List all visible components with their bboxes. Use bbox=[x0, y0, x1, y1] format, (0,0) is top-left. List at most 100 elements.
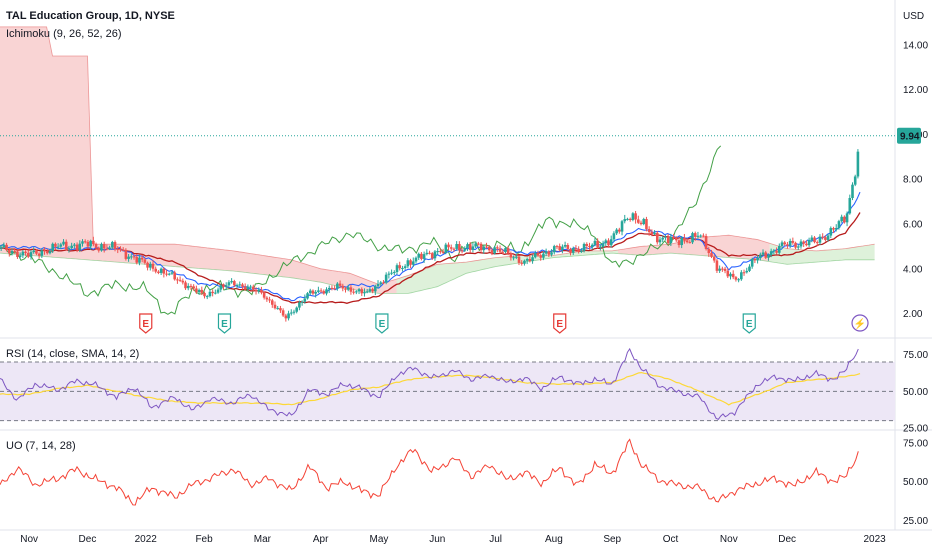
earnings-marker[interactable]: E bbox=[742, 313, 756, 334]
candle-body bbox=[485, 246, 488, 248]
candle-body bbox=[384, 274, 388, 283]
candle-body bbox=[677, 240, 681, 246]
candle-body bbox=[628, 218, 632, 220]
candle-body bbox=[552, 246, 556, 253]
candle-body bbox=[696, 235, 700, 237]
candle-body bbox=[233, 281, 236, 286]
candle-body bbox=[116, 249, 120, 251]
candle-body bbox=[173, 272, 176, 280]
candle-body bbox=[650, 232, 654, 235]
candle-body bbox=[420, 253, 423, 259]
candle-body bbox=[536, 253, 540, 256]
candle-body bbox=[458, 244, 461, 251]
candle-body bbox=[642, 218, 646, 225]
candle-body bbox=[737, 279, 740, 281]
candle-body bbox=[317, 290, 320, 292]
candle-body bbox=[463, 248, 467, 251]
earnings-marker[interactable]: E bbox=[553, 313, 567, 334]
candle-body bbox=[539, 255, 543, 258]
candle-body bbox=[487, 246, 491, 251]
candle-body bbox=[355, 291, 358, 293]
candle-body bbox=[542, 253, 545, 258]
candle-body bbox=[311, 290, 315, 294]
candle-body bbox=[371, 289, 374, 292]
candle-body bbox=[479, 243, 483, 251]
candle-body bbox=[658, 239, 662, 243]
earnings-marker[interactable]: E bbox=[375, 313, 389, 334]
candle-body bbox=[444, 244, 448, 253]
candle-body bbox=[712, 256, 716, 261]
candle-body bbox=[631, 213, 635, 220]
candle-body bbox=[672, 236, 675, 238]
candle-body bbox=[496, 247, 499, 249]
dividend-badge bbox=[851, 314, 869, 332]
candle-body bbox=[387, 273, 391, 275]
last-price-badge[interactable] bbox=[897, 127, 921, 144]
candle-body bbox=[376, 283, 380, 287]
candle-body bbox=[683, 237, 686, 241]
candle-body bbox=[363, 292, 366, 294]
candle-body bbox=[62, 241, 65, 245]
chikou-span-line bbox=[0, 145, 722, 315]
candle-body bbox=[702, 235, 705, 237]
candle-body bbox=[452, 248, 456, 250]
candle-body bbox=[688, 242, 692, 244]
candle-body bbox=[680, 237, 683, 246]
candle-body bbox=[235, 284, 239, 286]
earnings-marker[interactable]: E bbox=[139, 313, 153, 334]
candle-body bbox=[796, 246, 800, 248]
candle-body bbox=[772, 250, 776, 252]
uo-legend[interactable]: UO (7, 14, 28) bbox=[6, 440, 76, 452]
candle-body bbox=[699, 235, 702, 237]
ichimoku-legend[interactable]: Ichimoku (9, 26, 52, 26) bbox=[6, 28, 122, 40]
candle-body bbox=[666, 236, 670, 244]
candle-body bbox=[794, 242, 797, 248]
rsi-legend[interactable]: RSI (14, close, SMA, 14, 2) bbox=[6, 348, 140, 360]
earnings-marker[interactable]: E bbox=[217, 313, 232, 334]
uo-tick-label: 75.00 bbox=[903, 438, 928, 449]
rsi-tick-label: 75.00 bbox=[903, 350, 928, 361]
candle-body bbox=[119, 249, 122, 251]
earnings-marker-label: ⚡ bbox=[854, 317, 866, 330]
time-axis-label: Dec bbox=[79, 534, 97, 545]
candle-body bbox=[83, 241, 87, 243]
candle-body bbox=[436, 251, 439, 253]
candle-body bbox=[834, 228, 838, 230]
candle-body bbox=[769, 251, 773, 256]
time-axis-label: Dec bbox=[778, 534, 796, 545]
candle-body bbox=[604, 240, 608, 244]
candle-body bbox=[561, 246, 564, 251]
candle-body bbox=[734, 277, 738, 280]
time-axis-label: Nov bbox=[20, 534, 38, 545]
candle-body bbox=[319, 290, 323, 292]
candle-body bbox=[5, 244, 8, 251]
candle-body bbox=[357, 289, 361, 292]
candle-body bbox=[67, 248, 71, 250]
candle-body bbox=[574, 248, 578, 250]
candle-body bbox=[257, 289, 261, 292]
candle-body bbox=[382, 282, 385, 284]
dividend-marker[interactable]: ⚡ bbox=[851, 314, 869, 332]
candle-body bbox=[390, 272, 393, 274]
candle-body bbox=[512, 257, 515, 259]
candle-body bbox=[523, 260, 526, 264]
candle-body bbox=[843, 216, 846, 223]
uo-tick-label: 25.00 bbox=[903, 516, 928, 527]
candle-body bbox=[414, 257, 418, 262]
candle-body bbox=[439, 251, 442, 253]
candle-body bbox=[308, 290, 312, 294]
candle-body bbox=[262, 292, 266, 298]
candle-body bbox=[428, 252, 431, 254]
price-tick-label: 4.00 bbox=[903, 264, 923, 275]
candle-body bbox=[409, 260, 412, 265]
candle-body bbox=[829, 228, 833, 236]
candle-body bbox=[184, 282, 187, 289]
candle-body bbox=[102, 244, 106, 249]
candle-body bbox=[845, 213, 849, 223]
candle-body bbox=[26, 252, 30, 257]
candle-body bbox=[411, 261, 415, 265]
candle-body bbox=[165, 273, 168, 275]
candle-body bbox=[10, 250, 14, 254]
